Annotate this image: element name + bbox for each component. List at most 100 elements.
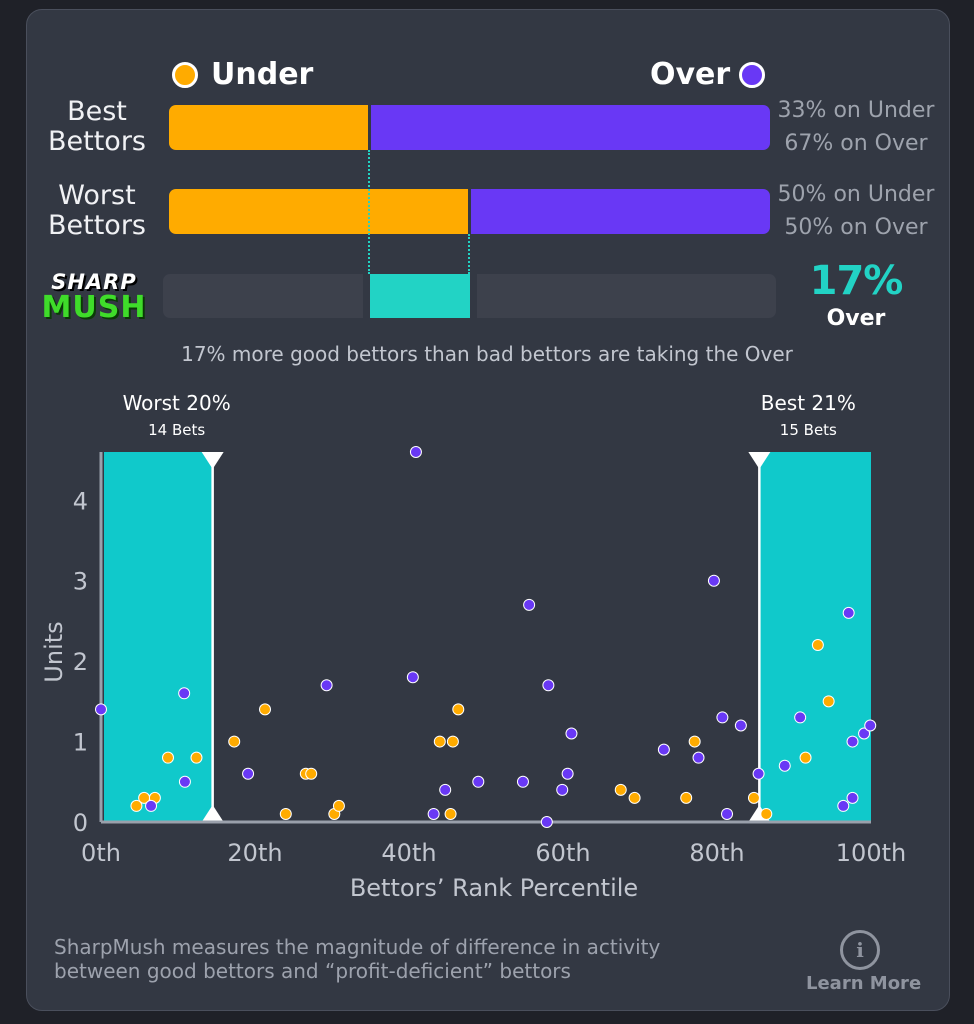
- over-point: [707, 574, 720, 587]
- over-point: [752, 767, 765, 780]
- x-tick-label: 60th: [535, 839, 590, 867]
- over-point: [406, 671, 419, 684]
- worst-under-bar: [169, 189, 468, 234]
- over-point: [721, 807, 734, 820]
- over-legend-label: Over: [650, 57, 731, 92]
- worst-over-pct: 50% on Over: [784, 215, 928, 240]
- over-point: [657, 743, 670, 756]
- over-point: [523, 598, 536, 611]
- footer-line-1: SharpMush measures the magnitude of diff…: [54, 935, 661, 959]
- over-point: [864, 719, 877, 732]
- under-point: [680, 791, 693, 804]
- under-legend-dot: [172, 62, 198, 88]
- worst-percentages: 50% on Under 50% on Over: [771, 178, 941, 244]
- over-point: [561, 767, 574, 780]
- worst-band: [104, 452, 213, 822]
- under-legend-label: Under: [211, 57, 314, 92]
- over-point: [439, 783, 452, 796]
- best-under-bar: [169, 105, 368, 150]
- logo-mush-text: MUSH: [41, 290, 147, 325]
- over-point: [427, 807, 440, 820]
- over-point: [716, 711, 729, 724]
- over-point: [692, 751, 705, 764]
- best-band-edge-top-handle: [748, 452, 771, 469]
- y-tick-label: 0: [73, 809, 88, 837]
- x-tick-label: 100th: [836, 839, 906, 867]
- under-point: [161, 751, 174, 764]
- learn-more-link[interactable]: Learn More: [806, 973, 922, 994]
- x-tick-label: 80th: [689, 839, 744, 867]
- over-point: [734, 719, 747, 732]
- under-point: [130, 799, 143, 812]
- best-over-pct: 67% on Over: [784, 131, 928, 156]
- under-point: [279, 807, 292, 820]
- over-point: [778, 759, 791, 772]
- over-point: [794, 711, 807, 724]
- over-point: [846, 791, 859, 804]
- mush-track-left: [163, 274, 363, 318]
- best-bettors-label: Best Bettors: [37, 97, 157, 157]
- y-tick-label: 3: [73, 568, 88, 596]
- under-point: [822, 695, 835, 708]
- best-band-count: 15 Bets: [780, 421, 837, 439]
- under-point: [688, 735, 701, 748]
- over-point: [556, 783, 569, 796]
- under-point: [259, 703, 272, 716]
- under-point: [811, 639, 824, 652]
- under-point: [433, 735, 446, 748]
- footer-line-2: between good bettors and “profit-deficie…: [54, 959, 571, 983]
- under-point: [614, 783, 627, 796]
- mush-percentage: 17%: [809, 258, 904, 304]
- best-bettors-text: Best Bettors: [48, 96, 146, 157]
- under-point: [799, 751, 812, 764]
- footer-description: SharpMush measures the magnitude of diff…: [54, 935, 794, 983]
- under-point: [305, 767, 318, 780]
- worst-band-count: 14 Bets: [148, 421, 205, 439]
- under-point: [628, 791, 641, 804]
- worst-band-edge-bottom-handle: [201, 805, 224, 822]
- mush-difference-bar: [370, 274, 470, 318]
- over-point: [145, 799, 158, 812]
- worst-band-label: Worst 20%: [123, 391, 231, 415]
- mush-track-right: [477, 274, 776, 318]
- under-point: [228, 735, 241, 748]
- over-point: [409, 446, 422, 458]
- best-over-bar: [371, 105, 770, 150]
- sharpmush-logo: SHARP MUSH: [36, 270, 152, 332]
- under-point: [444, 807, 457, 820]
- over-point: [178, 687, 191, 700]
- over-point: [178, 775, 191, 788]
- over-point: [320, 679, 333, 692]
- best-under-pct: 33% on Under: [777, 98, 935, 123]
- under-point: [747, 791, 760, 804]
- over-point: [837, 799, 850, 812]
- best-band: [759, 452, 871, 822]
- under-point: [760, 807, 773, 820]
- over-point: [516, 775, 529, 788]
- x-tick-label: 20th: [227, 839, 282, 867]
- best-percentages: 33% on Under 67% on Over: [771, 94, 941, 160]
- over-point: [540, 816, 553, 828]
- logo-sharp-text: SHARP: [51, 270, 137, 294]
- worst-bettors-text: Worst Bettors: [48, 180, 146, 241]
- worst-under-pct: 50% on Under: [777, 182, 935, 207]
- over-point: [95, 703, 107, 716]
- over-point: [846, 735, 859, 748]
- x-tick-label: 40th: [381, 839, 436, 867]
- over-point: [842, 606, 855, 619]
- worst-over-bar: [471, 189, 770, 234]
- y-tick-label: 2: [73, 648, 88, 676]
- over-legend-dot: [739, 62, 765, 88]
- x-tick-label: 0th: [81, 839, 121, 867]
- best-split-connector: [368, 150, 370, 274]
- over-point: [542, 679, 555, 692]
- under-point: [446, 735, 459, 748]
- mush-caption: 17% more good bettors than bad bettors a…: [181, 342, 793, 366]
- worst-band-edge-top-handle: [201, 452, 224, 469]
- over-point: [858, 727, 871, 740]
- rank-scatter-chart: 0th 20th 40th 60th 80th 100th 0 1 2 3 4 Bettors’ Ra…: [40, 391, 906, 902]
- over-point: [565, 727, 578, 740]
- under-point: [190, 751, 203, 764]
- y-tick-label: 4: [73, 487, 88, 515]
- info-icon[interactable]: i: [840, 930, 880, 970]
